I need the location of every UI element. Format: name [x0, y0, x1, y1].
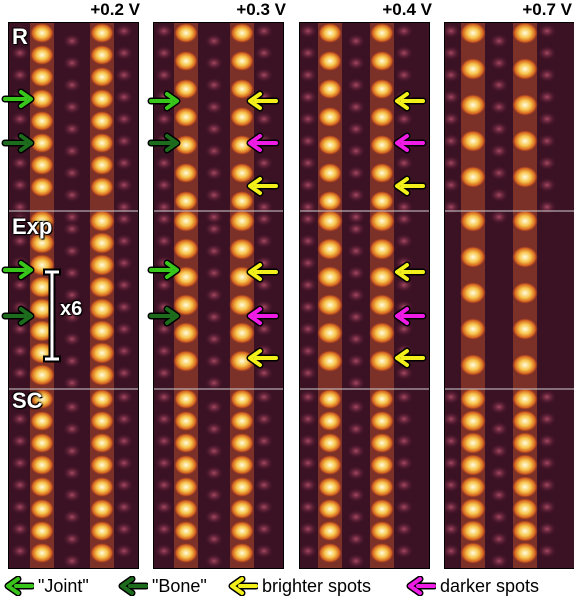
voltage-label-3: +0.7 V [522, 0, 572, 19]
brighter-arrow [393, 90, 427, 112]
darker-arrow [393, 132, 427, 154]
green-arrow-icon [4, 576, 34, 596]
bone-arrow [147, 305, 181, 327]
legend-label-darker: darker spots [440, 575, 540, 596]
dark-green-arrow-icon [118, 576, 148, 596]
legend-item-joint: "Joint" [4, 574, 89, 598]
legend-label-brighter: brighter spots [262, 575, 372, 596]
stm-panel-3 [444, 22, 574, 569]
joint-arrow [1, 259, 35, 281]
scale-label: x6 [60, 298, 83, 320]
joint-arrow [147, 259, 181, 281]
brighter-arrow [246, 347, 280, 369]
row-label-sc: SC [12, 388, 43, 413]
scale-bar [43, 268, 61, 363]
legend: "Joint" "Bone" brighter spots darker spo… [0, 574, 574, 598]
legend-label-bone: "Bone" [152, 575, 207, 596]
brighter-arrow [393, 175, 427, 197]
voltage-label-1: +0.3 V [236, 0, 286, 19]
voltage-label-0: +0.2 V [90, 0, 140, 19]
magenta-arrow-icon [406, 576, 436, 596]
brighter-arrow [393, 261, 427, 283]
stm-panel-2 [299, 22, 430, 569]
legend-item-darker: darker spots [406, 574, 539, 598]
brighter-arrow [246, 175, 280, 197]
legend-item-bone: "Bone" [118, 574, 207, 598]
joint-arrow [1, 88, 35, 110]
brighter-arrow [246, 90, 280, 112]
joint-arrow [147, 90, 181, 112]
legend-label-joint: "Joint" [38, 575, 89, 596]
voltage-label-2: +0.4 V [382, 0, 432, 19]
bone-arrow [1, 132, 35, 154]
darker-arrow [246, 305, 280, 327]
row-label-r: R [12, 24, 28, 49]
yellow-arrow-icon [228, 576, 258, 596]
row-label-exp: Exp [12, 214, 53, 239]
bone-arrow [1, 305, 35, 327]
legend-item-brighter: brighter spots [228, 574, 371, 598]
stm-image-1 [154, 23, 283, 568]
bone-arrow [147, 132, 181, 154]
brighter-arrow [246, 261, 280, 283]
brighter-arrow [393, 347, 427, 369]
darker-arrow [393, 305, 427, 327]
stm-panel-1 [153, 22, 284, 569]
stm-image-2 [300, 23, 429, 568]
stm-image-3 [445, 23, 574, 568]
darker-arrow [246, 132, 280, 154]
